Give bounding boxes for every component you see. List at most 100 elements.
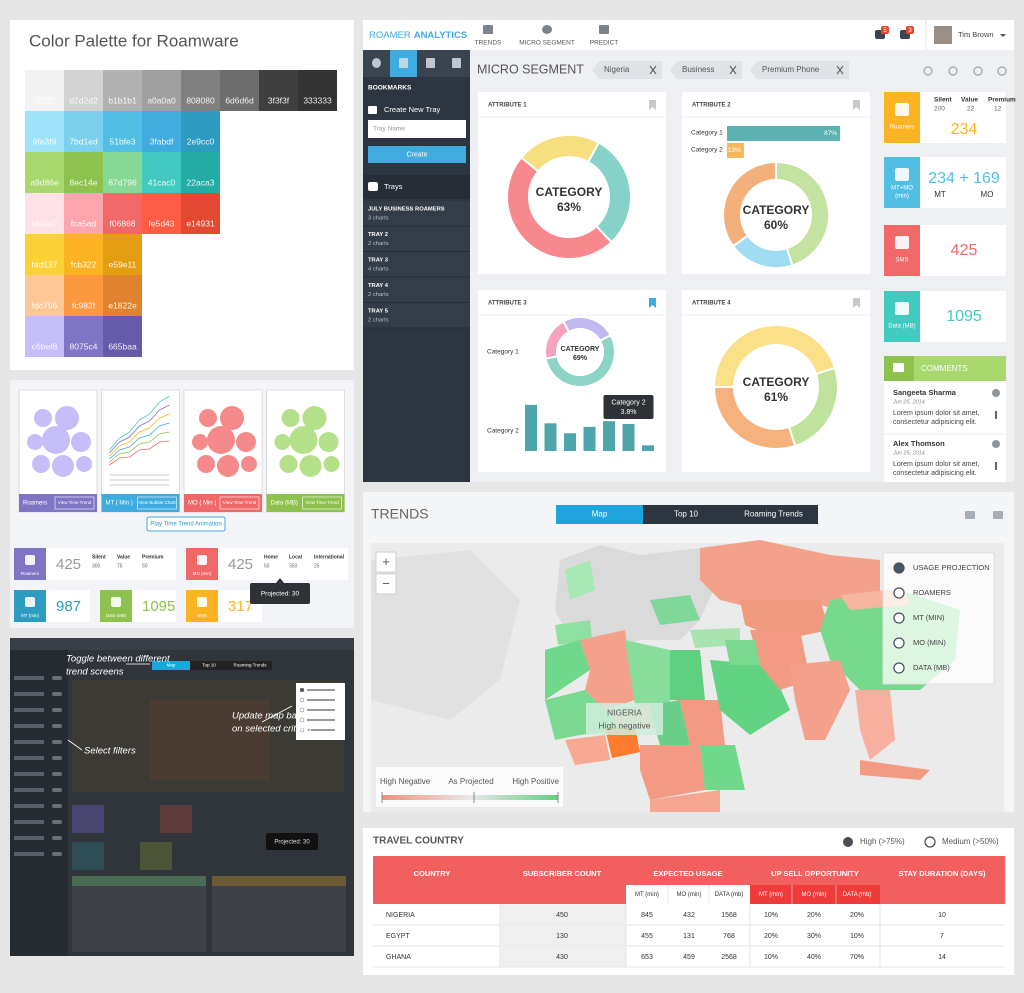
wt-legend-text	[307, 729, 335, 731]
swatch-label: 8ec14e	[70, 177, 98, 187]
wt-sidebar-item	[14, 676, 44, 680]
trend-tool-icon[interactable]	[993, 511, 1003, 519]
badge-count: 3	[908, 28, 912, 34]
bookmark-icon[interactable]	[649, 298, 656, 308]
comment-text: Lorem ipsum dolor sit amet,	[893, 461, 979, 468]
tray-input[interactable]	[368, 120, 466, 138]
toolbar-icon[interactable]	[973, 66, 983, 76]
filter-chip[interactable]	[750, 61, 849, 79]
nav-item[interactable]: PREDICT	[590, 40, 619, 47]
table-cell: 70%	[850, 954, 864, 961]
legend-radio[interactable]	[893, 562, 905, 574]
trend-tool-icon[interactable]	[965, 511, 975, 519]
swatch-label: f2f2f2	[34, 95, 56, 105]
thumbnail-button[interactable]	[54, 496, 95, 510]
stat-number: 25	[314, 563, 320, 569]
kpi-icon-box	[884, 92, 920, 143]
tray-item[interactable]	[363, 252, 470, 277]
donut-segment	[712, 386, 797, 450]
play-button[interactable]	[146, 516, 226, 532]
thumbnail-button[interactable]	[137, 496, 177, 510]
user-name[interactable]: Tim Brown	[958, 30, 994, 39]
filter-chip[interactable]	[592, 61, 662, 79]
swatch-label: fcb322	[71, 259, 97, 269]
table-cell: 10%	[850, 933, 864, 940]
subscriber-cell	[499, 904, 626, 925]
table-cell: EGYPT	[386, 933, 410, 940]
table-title: TRAVEL COUNTRY	[373, 836, 464, 847]
donut-center-value: 63%	[557, 200, 581, 214]
trend-tab[interactable]	[729, 505, 818, 524]
tray-item[interactable]	[363, 303, 470, 328]
trend-tab[interactable]	[556, 505, 643, 524]
wt-tab	[228, 661, 272, 670]
trays-header	[363, 175, 470, 199]
stat-icon	[197, 597, 207, 607]
avatar	[934, 26, 952, 44]
color-swatch	[142, 70, 181, 111]
color-swatch	[142, 193, 181, 234]
nav-item[interactable]: MICRO SEGMENT	[519, 40, 575, 47]
swatch-label: 87d796	[108, 177, 137, 187]
tray-item[interactable]	[363, 226, 470, 252]
thumbnail-bubble	[32, 455, 50, 473]
create-button[interactable]	[368, 146, 466, 163]
thumbnail-button[interactable]	[302, 496, 342, 510]
stat-name: Premium	[142, 554, 164, 560]
thumbnail-line	[109, 440, 170, 466]
toolbar-icon[interactable]	[948, 66, 958, 76]
tooltip	[250, 583, 310, 604]
thumbnail-legend	[109, 484, 170, 486]
wt-comments-2	[212, 876, 346, 952]
kpi-icon	[895, 168, 909, 181]
column-header: EXPECTED USAGE	[653, 869, 722, 878]
thumbnail-button-label: View Time Trend	[305, 500, 339, 505]
table-cell: 10	[938, 912, 946, 919]
legend-radio[interactable]	[893, 662, 905, 674]
brand-light: ROAMER	[369, 30, 411, 41]
annotation-arrow	[261, 705, 293, 723]
stat-icon	[25, 555, 35, 565]
filter-chip[interactable]	[670, 61, 742, 79]
zoom-button[interactable]	[375, 573, 397, 595]
wt-toggle	[52, 692, 62, 696]
wt-toggle	[52, 852, 62, 856]
create-icon	[368, 106, 377, 114]
annotation-arrow	[67, 739, 83, 751]
bookmark-icon[interactable]	[853, 100, 860, 110]
legend-radio[interactable]	[893, 612, 905, 624]
stat-value: 317	[228, 598, 253, 615]
thumbnail-button[interactable]	[219, 496, 260, 510]
wt-tab-label: Roaming Trends	[233, 663, 267, 668]
stat-icon-label: MT (min)	[21, 613, 39, 618]
legend-radio[interactable]	[893, 587, 905, 599]
wt-tab-label: Map	[167, 663, 176, 668]
legend-radio[interactable]	[893, 637, 905, 649]
tray-count: 2 charts	[368, 318, 389, 324]
donut-center-label: CATEGORY	[536, 185, 603, 199]
trend-tab[interactable]	[643, 505, 729, 524]
stat-icon	[25, 597, 35, 607]
toolbar-icon[interactable]	[923, 66, 933, 76]
table-cell: 40%	[807, 954, 821, 961]
annotation: Select filters	[84, 746, 136, 757]
kpi-stat-value: 22	[967, 106, 975, 113]
bookmark-icon[interactable]	[853, 298, 860, 308]
toolbar-icon[interactable]	[997, 66, 1007, 76]
wt-tab	[152, 661, 190, 670]
zoom-button[interactable]	[375, 551, 397, 573]
nav-item[interactable]: TRENDS	[475, 40, 502, 47]
thumbnail-line	[109, 413, 170, 457]
wt-comments	[72, 876, 206, 952]
nav-icon	[483, 25, 493, 34]
wt-sidebar-item	[14, 820, 44, 824]
stat-number: 350	[289, 563, 298, 569]
bookmark-icon[interactable]	[649, 100, 656, 110]
create-label: Create New Tray	[384, 105, 441, 114]
tray-item[interactable]	[363, 201, 470, 226]
kpi-stat-name: Premium	[988, 97, 1016, 104]
tray-item[interactable]	[363, 277, 470, 303]
wt-legend-text	[307, 689, 335, 691]
table-cell: GHANA	[386, 954, 411, 961]
subcolumn-header: MT (min)	[759, 892, 783, 898]
